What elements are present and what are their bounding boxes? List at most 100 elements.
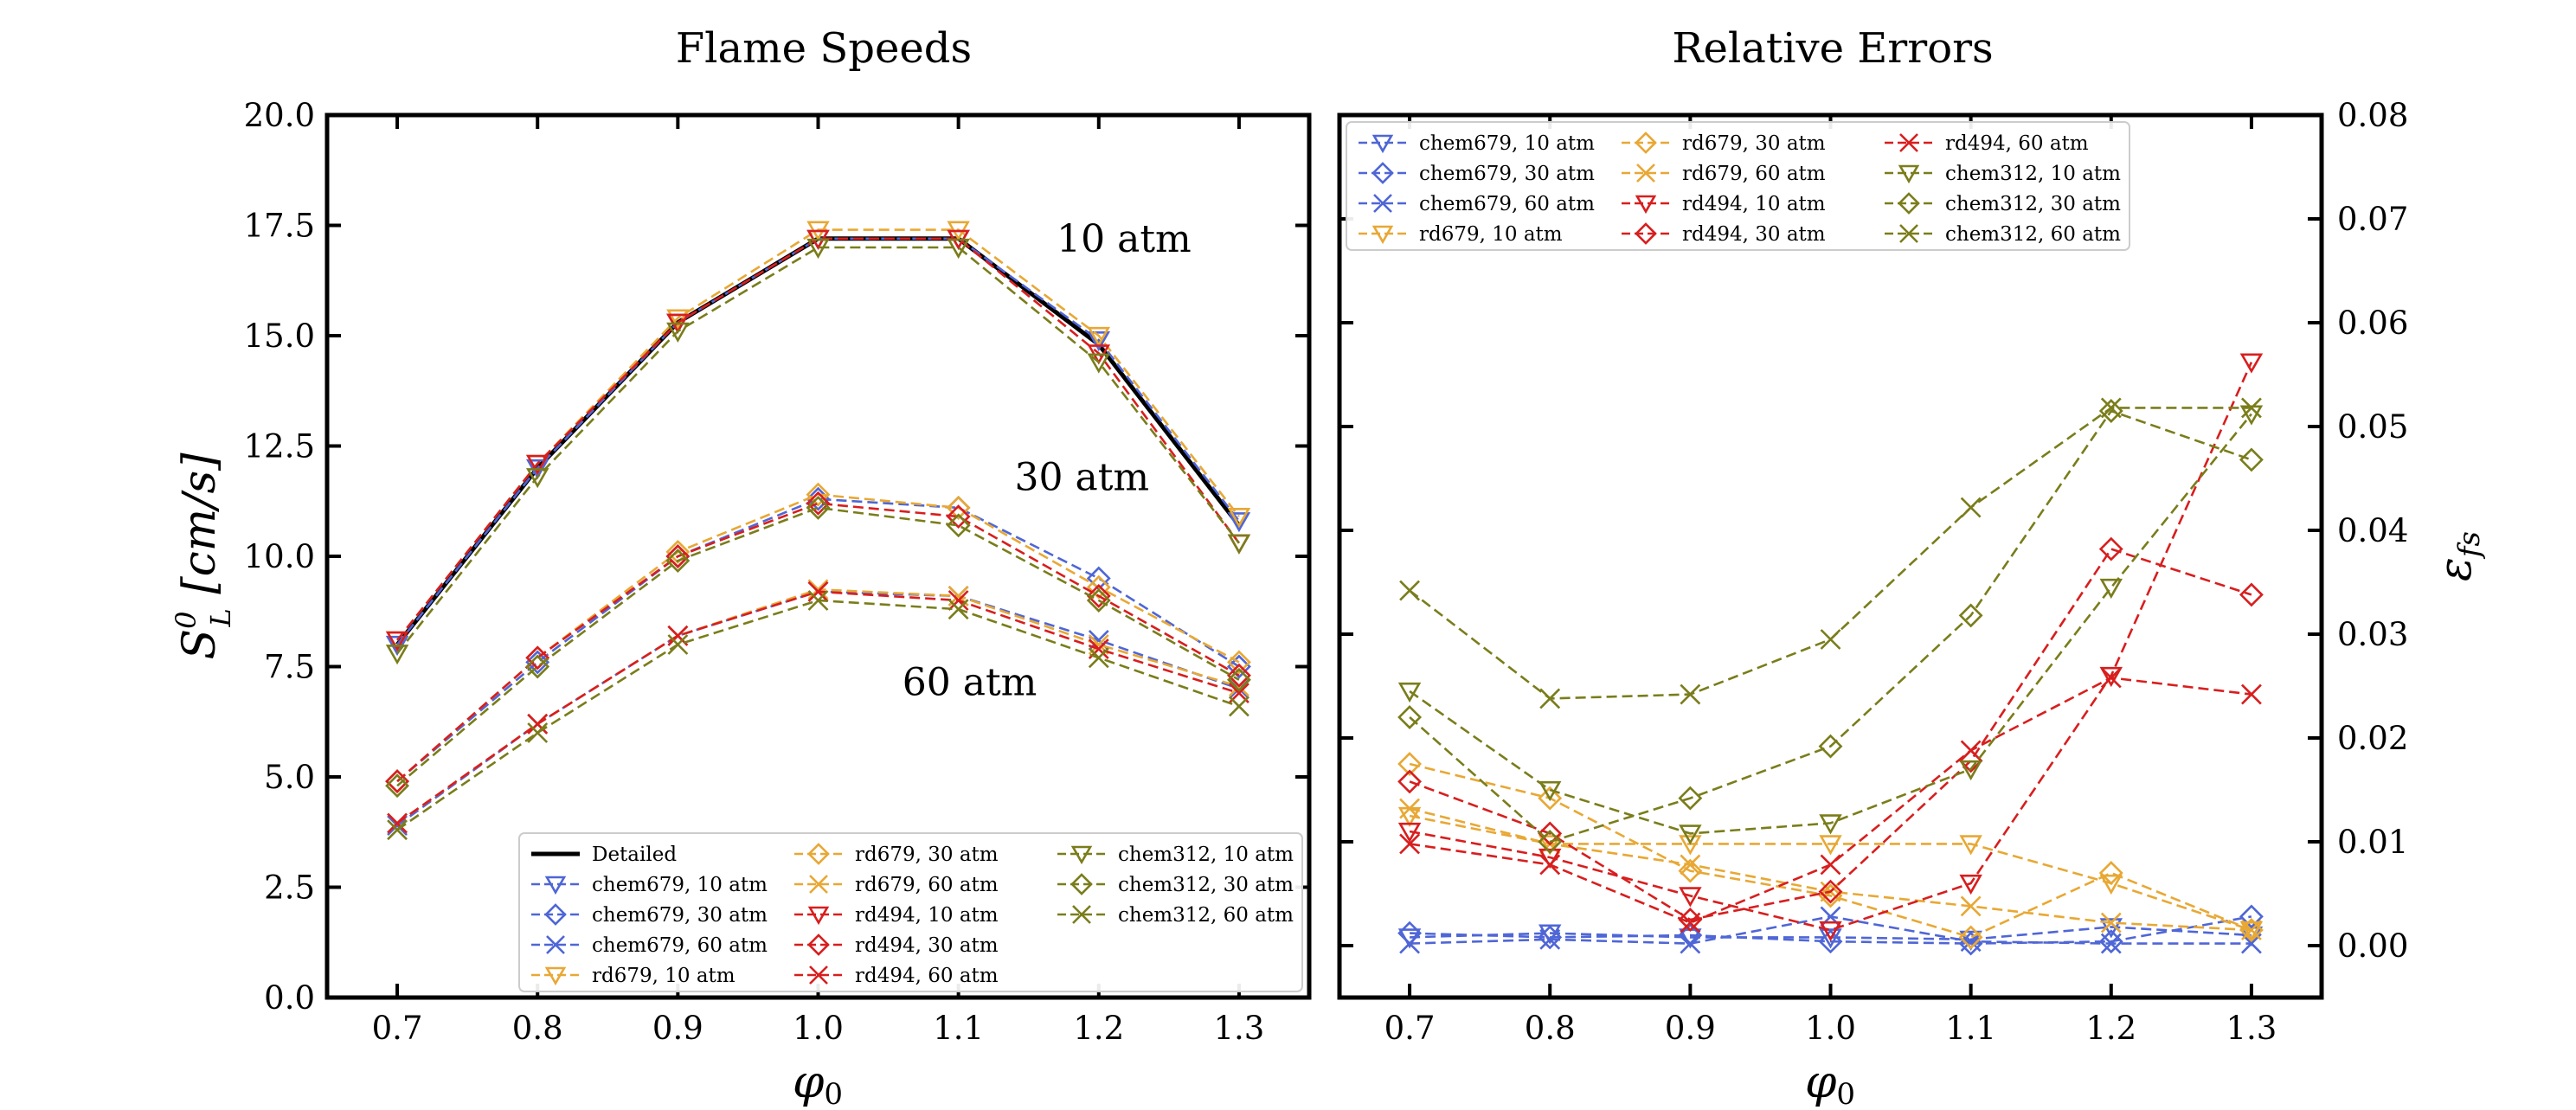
point-rd679-30-atm-1_3 (2239, 918, 2264, 942)
point-rd679-30-atm-0_9 (1678, 858, 1703, 883)
series-chem312-60-atm (1399, 397, 2262, 709)
x-tick-label: 1.1 (933, 1010, 984, 1047)
point-chem312-30-atm-0_7 (385, 773, 410, 799)
legend-entry-chem312-60-atm: chem312, 60 atm (1057, 904, 1294, 927)
point-rd679-60-atm-0_9 (1680, 854, 1701, 876)
legend-label: chem312, 10 atm (1945, 163, 2121, 185)
point-chem679-10-atm-1_3 (1227, 512, 1251, 533)
legend-entry-chem312-60-atm: chem312, 60 atm (1885, 223, 2121, 246)
point-rd679-60-atm-1_1 (1960, 895, 1982, 917)
legend-marker (1372, 225, 1394, 245)
y-tick-label: 5.0 (264, 759, 315, 796)
point-chem312-10-atm-0_8 (1538, 780, 1562, 802)
point-rd494-60-atm-1_1 (1960, 740, 1982, 761)
series-line-chem679-10-atm (396, 237, 1240, 645)
point-rd494-30-atm-1_2 (2098, 536, 2123, 561)
point-rd494-60-atm-0_9 (1680, 912, 1701, 934)
flame-speeds-legend: Detailed chem679, 10 atm chem679, 30 atm ch… (518, 832, 1303, 992)
point-chem679-60-atm-1_3 (1229, 678, 1249, 699)
point-chem312-30-atm-0_8 (1538, 830, 1563, 854)
legend-marker (544, 903, 567, 926)
legend-marker (544, 966, 567, 986)
series-line-rd679-60-atm (396, 587, 1240, 824)
x-tick-label: 1.3 (1214, 1010, 1265, 1047)
series-rd679-30-atm (385, 482, 1251, 794)
point-rd494-30-atm-1_2 (1086, 583, 1111, 608)
legend-entry-rd679-10-atm: rd679, 10 atm (1359, 223, 1563, 246)
legend-label: rd679, 60 atm (855, 874, 999, 896)
legend-entry-rd679-60-atm: rd679, 60 atm (1622, 163, 1826, 185)
legend-label: chem312, 60 atm (1945, 223, 2121, 246)
point-chem312-60-atm-1_2 (2100, 397, 2122, 419)
point-chem312-10-atm-0_7 (385, 645, 409, 665)
point-chem679-30-atm-0_9 (1678, 923, 1703, 947)
point-rd494-30-atm-0_8 (525, 645, 550, 670)
x-tick-label: 0.9 (1665, 1010, 1716, 1047)
legend-label: chem679, 10 atm (592, 874, 768, 896)
point-rd679-30-atm-1_1 (1958, 925, 1983, 950)
point-chem679-30-atm-1_3 (1226, 654, 1251, 679)
legend-entry-chem312-10-atm: chem312, 10 atm (1057, 844, 1294, 866)
legend-label: chem679, 10 atm (1419, 132, 1595, 155)
point-rd494-10-atm-0_8 (525, 454, 549, 475)
point-rd679-60-atm-0_7 (1399, 798, 1420, 819)
point-chem679-60-atm-0_7 (1399, 933, 1420, 954)
legend-marker (546, 935, 565, 954)
legend-entry-rd494-30-atm: rd494, 30 atm (1622, 222, 1826, 246)
legend-label: rd679, 10 atm (1419, 223, 1563, 246)
point-rd494-10-atm-1_3 (1227, 534, 1251, 555)
point-rd494-60-atm-1_3 (2241, 683, 2262, 705)
point-rd494-30-atm-1_3 (1226, 663, 1251, 688)
point-chem312-30-atm-0_9 (1678, 786, 1703, 811)
point-rd494-60-atm-1_1 (948, 590, 969, 611)
point-chem679-30-atm-1 (1818, 929, 1843, 954)
point-rd679-10-atm-0_9 (1679, 835, 1702, 856)
series-chem312-30-atm (1397, 399, 2264, 854)
legend-entry-detailed: Detailed (531, 844, 677, 866)
point-rd679-10-atm-1_1 (1959, 835, 1982, 856)
relative-errors-plot-area (1397, 353, 2264, 956)
legend-entry-rd679-10-atm: rd679, 10 atm (531, 965, 736, 987)
point-rd679-60-atm-1 (807, 579, 829, 600)
point-chem312-60-atm-1_3 (1229, 696, 1249, 717)
legend-entry-chem312-10-atm: chem312, 10 atm (1885, 163, 2121, 185)
point-rd494-10-atm-0_7 (1397, 822, 1422, 844)
point-rd494-30-atm-0_7 (385, 769, 410, 794)
series-line-rd679-10-atm (396, 228, 1240, 641)
legend-entry-chem679-60-atm: chem679, 60 atm (531, 934, 768, 957)
series-line-chem679-30-atm (396, 497, 1240, 783)
point-chem679-10-atm-1_2 (1087, 331, 1111, 352)
legend-entry-rd679-60-atm: rd679, 60 atm (794, 874, 999, 896)
point-chem312-10-atm-0_9 (666, 322, 690, 343)
flame-speeds-xlabel: φ0 (793, 1056, 843, 1110)
series-line-chem312-60-atm (1409, 407, 2252, 700)
series-line-chem312-10-atm (1409, 413, 2252, 835)
y-tick-label: 17.5 (244, 208, 315, 245)
point-chem312-10-atm-1_1 (1959, 760, 1982, 781)
legend-box (1346, 121, 2130, 251)
legend-entry-rd679-30-atm: rd679, 30 atm (794, 843, 999, 866)
legend-label: chem679, 30 atm (592, 904, 768, 927)
y-tick-label: 20.0 (244, 97, 315, 134)
point-chem312-10-atm-0_8 (525, 468, 549, 489)
flame-speeds-ticks: 0.7 0.8 0.9 1.0 1.1 1.2 1.3 0.0 2.5 5.0 7.5 10.0 12.… (244, 97, 1309, 1047)
point-rd679-60-atm-1_3 (2241, 920, 2262, 940)
point-chem312-10-atm-1_2 (2099, 578, 2123, 600)
point-rd494-10-atm-1 (1819, 921, 1842, 942)
point-chem312-60-atm-0_8 (1539, 688, 1561, 709)
point-chem679-60-atm-0_8 (1539, 928, 1561, 950)
legend-marker (1636, 164, 1655, 183)
y-tick-label: 0.07 (2337, 201, 2408, 238)
legend-marker (1635, 195, 1657, 215)
y-tick-label: 0.00 (2337, 927, 2408, 965)
point-chem312-60-atm-1_3 (2241, 397, 2262, 419)
legend-entry-rd494-10-atm: rd494, 10 atm (794, 904, 999, 927)
legend-entry-rd494-60-atm: rd494, 60 atm (794, 965, 999, 987)
series-chem312-60-atm (387, 590, 1249, 841)
y-tick-label: 2.5 (264, 869, 315, 907)
series-line-rd494-10-atm (1409, 362, 2253, 932)
point-rd679-30-atm-1_2 (2098, 861, 2123, 885)
relative-errors-ylabel: εfs (2430, 531, 2487, 581)
x-tick-label: 0.8 (1525, 1010, 1576, 1047)
